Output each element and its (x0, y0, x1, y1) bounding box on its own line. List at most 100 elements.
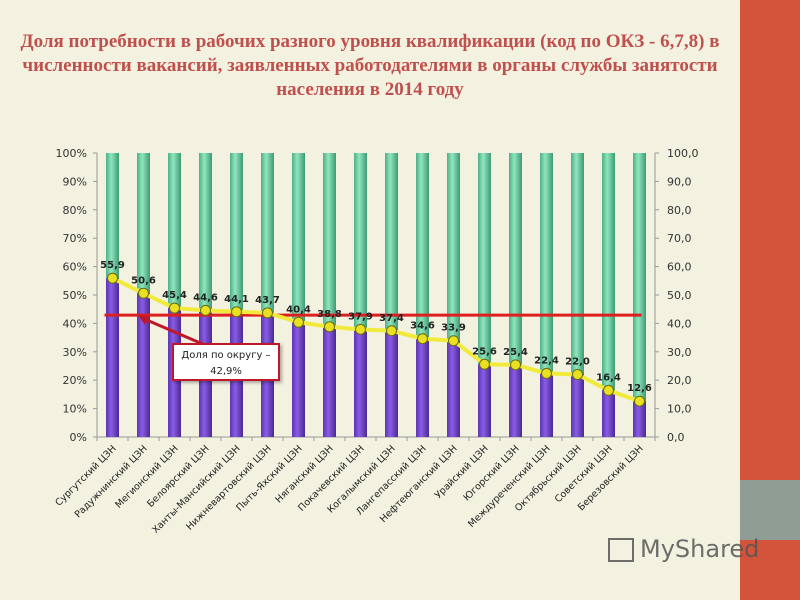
data-label: 43,7 (255, 295, 280, 306)
data-label: 38,8 (317, 309, 342, 320)
presentation-icon (608, 538, 634, 562)
data-point (603, 384, 614, 396)
left-tick-label: 50% (63, 289, 87, 302)
data-label: 40,4 (286, 304, 311, 315)
district-average-callout: Доля по округу – 42,9% (172, 343, 280, 381)
data-point (448, 335, 459, 347)
data-point (541, 367, 552, 379)
right-tick-label: 90,0 (667, 175, 692, 188)
bar-remainder (416, 153, 429, 339)
data-point (231, 306, 242, 318)
bar-remainder (137, 153, 150, 294)
data-label: 50,6 (131, 275, 156, 286)
data-label: 33,9 (441, 323, 466, 334)
data-label: 44,6 (193, 292, 218, 303)
data-label: 25,4 (503, 347, 528, 358)
callout-line2: 42,9% (210, 366, 242, 377)
data-point (293, 316, 304, 328)
bar-remainder (540, 153, 553, 374)
data-label: 55,9 (100, 260, 125, 271)
right-tick-label: 10,0 (667, 403, 692, 416)
callout-arrow (141, 316, 206, 347)
data-point (107, 272, 118, 284)
data-label: 22,4 (534, 355, 559, 366)
data-label: 37,4 (379, 313, 404, 324)
left-tick-label: 0% (70, 431, 87, 444)
bar-value (571, 374, 584, 437)
bar-value (354, 329, 367, 437)
data-point (417, 333, 428, 345)
x-tick-label: Урайский ЦЗН (433, 443, 491, 501)
bar-value (137, 293, 150, 437)
bar-remainder (385, 153, 398, 331)
data-point (169, 302, 180, 314)
callout-line1: Доля по округу – (181, 350, 271, 361)
data-point (262, 307, 273, 319)
right-tick-label: 40,0 (667, 317, 692, 330)
data-label: 25,6 (472, 346, 497, 357)
right-tick-label: 100,0 (667, 147, 699, 160)
watermark: MyShared (608, 535, 759, 563)
left-tick-label: 100% (56, 147, 87, 160)
right-tick-label: 60,0 (667, 261, 692, 274)
bar-value (478, 364, 491, 437)
data-point (386, 325, 397, 337)
right-tick-label: 0,0 (667, 431, 685, 444)
bar-remainder (261, 153, 274, 313)
bar-value (509, 364, 522, 437)
right-tick-label: 30,0 (667, 346, 692, 359)
data-point (634, 395, 645, 407)
right-tick-label: 80,0 (667, 204, 692, 217)
bar-value (385, 330, 398, 437)
bar-remainder (509, 153, 522, 365)
bar-remainder (230, 153, 243, 312)
data-label: 22,0 (565, 357, 590, 368)
bar-remainder (602, 153, 615, 391)
left-tick-label: 90% (63, 175, 87, 188)
data-point (572, 369, 583, 381)
bar-remainder (478, 153, 491, 365)
bar-value (416, 338, 429, 437)
left-tick-label: 10% (63, 403, 87, 416)
data-label: 45,4 (162, 290, 187, 301)
right-tick-label: 20,0 (667, 374, 692, 387)
data-label: 16,4 (596, 372, 621, 383)
data-point (479, 358, 490, 370)
left-tick-label: 70% (63, 232, 87, 245)
chart-title: Доля потребности в рабочих разного уровн… (20, 31, 720, 100)
bar-remainder (168, 153, 181, 309)
bar-value (633, 401, 646, 437)
bar-remainder (354, 153, 367, 330)
data-point (138, 287, 149, 299)
right-tick-label: 50,0 (667, 289, 692, 302)
bar-value (540, 373, 553, 437)
bar-remainder (633, 153, 646, 402)
data-label: 34,6 (410, 321, 435, 332)
x-tick-label: Советский ЦЗН (553, 443, 615, 505)
left-tick-label: 60% (63, 261, 87, 274)
bar-remainder (323, 153, 336, 327)
bar-remainder (106, 153, 119, 279)
bar-value (106, 278, 119, 437)
bar-value (292, 322, 305, 437)
data-label: 12,6 (627, 383, 652, 394)
data-point (200, 304, 211, 316)
callout-arrowhead (138, 315, 150, 325)
data-label: 44,1 (224, 294, 249, 305)
left-tick-label: 30% (63, 346, 87, 359)
bar-remainder (571, 153, 584, 375)
data-label: 37,9 (348, 311, 373, 322)
bar-value (447, 340, 460, 437)
bar-remainder (292, 153, 305, 323)
decorative-block (740, 480, 800, 540)
left-tick-label: 40% (63, 317, 87, 330)
watermark-text: MyShared (640, 535, 760, 563)
left-tick-label: 80% (63, 204, 87, 217)
data-point (355, 323, 366, 335)
bar-value (323, 326, 336, 437)
x-tick-label: Югорский ЦЗН (461, 443, 521, 503)
bar-value (602, 390, 615, 437)
x-tick-label: Няганский ЦЗН (274, 443, 336, 505)
data-point (324, 321, 335, 333)
